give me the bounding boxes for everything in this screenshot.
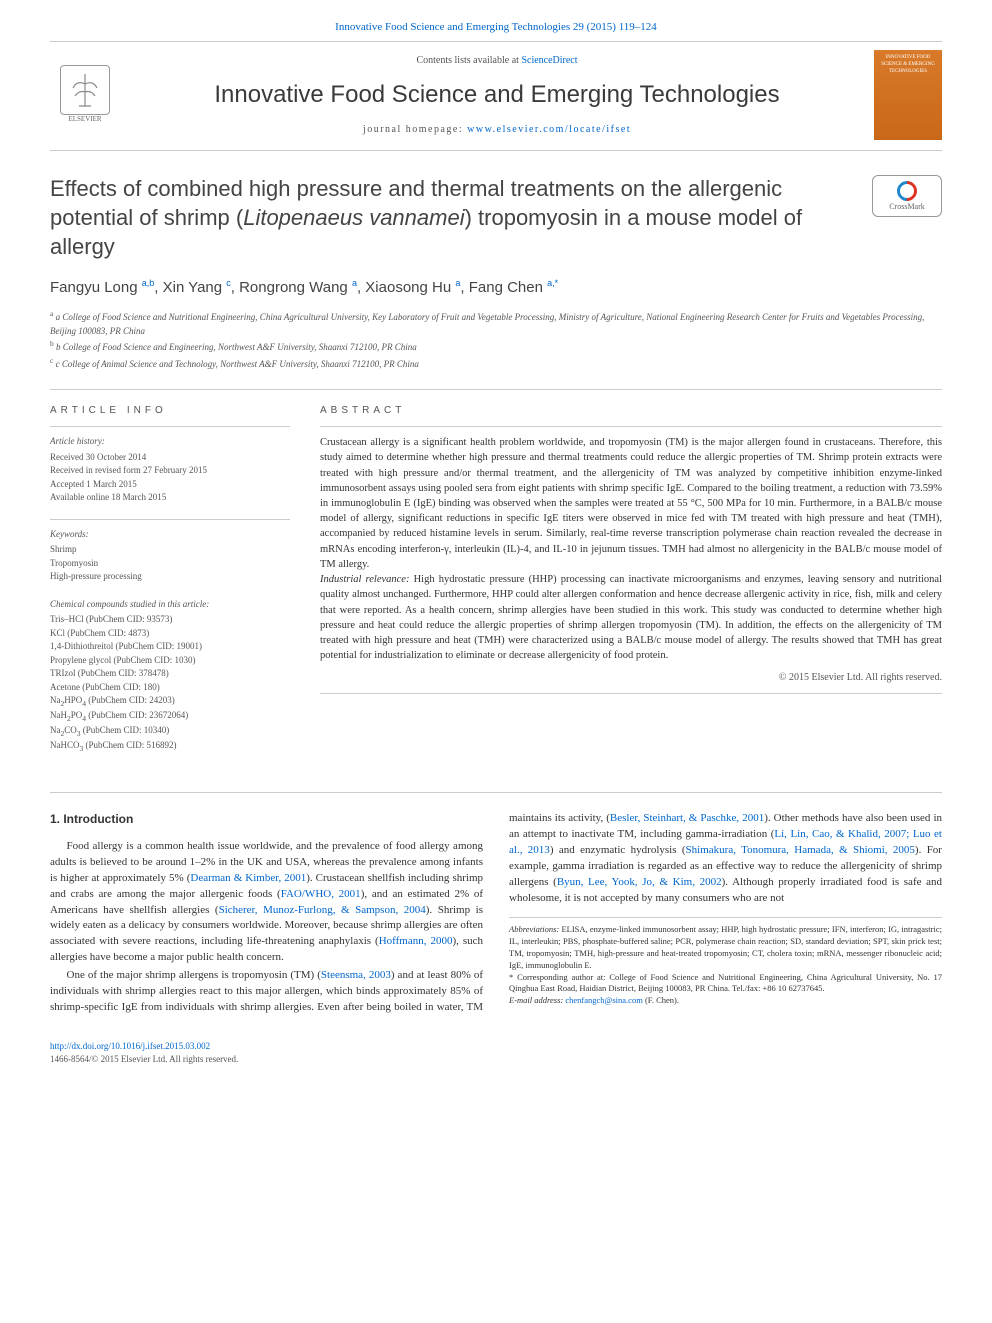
compound-8: NaH2PO4 (PubChem CID: 23672064) xyxy=(50,709,290,724)
journal-citation-link[interactable]: Innovative Food Science and Emerging Tec… xyxy=(335,21,657,33)
ref-steensma[interactable]: Steensma, 2003 xyxy=(321,969,391,981)
contents-lists-line: Contents lists available at ScienceDirec… xyxy=(120,54,874,68)
affiliation-a: a a College of Food Science and Nutritio… xyxy=(50,308,942,338)
corresponding-author: * Corresponding author at: College of Fo… xyxy=(509,972,942,996)
keywords-block: Keywords: Shrimp Tropomyosin High-pressu… xyxy=(50,528,290,584)
keyword-2: Tropomyosin xyxy=(50,557,290,571)
page-footer: http://dx.doi.org/10.1016/j.ifset.2015.0… xyxy=(50,1040,942,1065)
doi-link[interactable]: http://dx.doi.org/10.1016/j.ifset.2015.0… xyxy=(50,1041,210,1051)
compound-3: 1,4-Dithiothreitol (PubChem CID: 19001) xyxy=(50,640,290,654)
abstract-column: abstract Crustacean allergy is a signifi… xyxy=(320,404,942,768)
homepage-prefix: journal homepage: xyxy=(363,124,467,135)
compound-2: KCl (PubChem CID: 4873) xyxy=(50,627,290,641)
title-species: Litopenaeus vannamei xyxy=(243,205,464,230)
authors-line: Fangyu Long a,b, Xin Yang c, Rongrong Wa… xyxy=(50,277,942,298)
article-info-heading: article info xyxy=(50,404,290,418)
sciencedirect-link[interactable]: ScienceDirect xyxy=(521,55,577,66)
ref-hoffmann[interactable]: Hoffmann, 2000 xyxy=(379,935,453,947)
journal-header: ELSEVIER Contents lists available at Sci… xyxy=(50,50,942,151)
intro-para-1: Food allergy is a common health issue wo… xyxy=(50,839,483,967)
history-accepted: Accepted 1 March 2015 xyxy=(50,478,290,492)
article-title: Effects of combined high pressure and th… xyxy=(50,175,856,261)
history-label: Article history: xyxy=(50,435,290,449)
abbreviations: Abbreviations: ELISA, enzyme-linked immu… xyxy=(509,924,942,972)
corresponding-email-link[interactable]: chenfangch@sina.com xyxy=(565,995,642,1005)
keywords-label: Keywords: xyxy=(50,528,290,542)
history-received: Received 30 October 2014 xyxy=(50,451,290,465)
journal-name: Innovative Food Science and Emerging Tec… xyxy=(120,78,874,112)
ref-sicherer[interactable]: Sicherer, Munoz-Furlong, & Sampson, 2004 xyxy=(219,904,426,916)
journal-citation: Innovative Food Science and Emerging Tec… xyxy=(50,20,942,42)
ref-byun[interactable]: Byun, Lee, Yook, Jo, & Kim, 2002 xyxy=(557,876,722,888)
affiliation-b: b b College of Food Science and Engineer… xyxy=(50,338,942,355)
crossmark-badge[interactable]: CrossMark xyxy=(872,175,942,217)
crossmark-label: CrossMark xyxy=(889,201,925,212)
article-info-column: article info Article history: Received 3… xyxy=(50,404,290,768)
ref-fao[interactable]: FAO/WHO, 2001 xyxy=(281,888,361,900)
introduction-heading: 1. Introduction xyxy=(50,811,483,828)
issn-copyright: 1466-8564/© 2015 Elsevier Ltd. All right… xyxy=(50,1054,238,1064)
industrial-relevance-label: Industrial relevance: xyxy=(320,574,409,585)
affiliation-c: c c College of Animal Science and Techno… xyxy=(50,355,942,372)
compound-1: Tris–HCl (PubChem CID: 93573) xyxy=(50,613,290,627)
history-revised: Received in revised form 27 February 201… xyxy=(50,464,290,478)
compound-10: NaHCO3 (PubChem CID: 516892) xyxy=(50,739,290,754)
compound-7: Na2HPO4 (PubChem CID: 24203) xyxy=(50,694,290,709)
compound-4: Propylene glycol (PubChem CID: 1030) xyxy=(50,654,290,668)
ref-besler[interactable]: Besler, Steinhart, & Paschke, 2001 xyxy=(610,812,764,824)
abstract-p1: Crustacean allergy is a significant heal… xyxy=(320,437,942,570)
abstract-p2: High hydrostatic pressure (HHP) processi… xyxy=(320,574,942,661)
contents-prefix: Contents lists available at xyxy=(416,55,521,66)
article-history: Article history: Received 30 October 201… xyxy=(50,435,290,505)
abstract-text: Crustacean allergy is a significant heal… xyxy=(320,435,942,663)
footnotes: Abbreviations: ELISA, enzyme-linked immu… xyxy=(509,917,942,1007)
journal-homepage-link[interactable]: www.elsevier.com/locate/ifset xyxy=(467,124,631,135)
history-online: Available online 18 March 2015 xyxy=(50,491,290,505)
ref-dearman[interactable]: Dearman & Kimber, 2001 xyxy=(190,872,306,884)
ref-shimakura[interactable]: Shimakura, Tonomura, Hamada, & Shiomi, 2… xyxy=(686,844,915,856)
compound-6: Acetone (PubChem CID: 180) xyxy=(50,681,290,695)
elsevier-logo: ELSEVIER xyxy=(50,55,120,135)
journal-homepage-line: journal homepage: www.elsevier.com/locat… xyxy=(120,123,874,137)
compound-5: TRIzol (PubChem CID: 378478) xyxy=(50,667,290,681)
section-divider xyxy=(50,792,942,793)
body-two-column: 1. Introduction Food allergy is a common… xyxy=(50,811,942,1016)
keyword-1: Shrimp xyxy=(50,543,290,557)
compounds-label: Chemical compounds studied in this artic… xyxy=(50,598,290,612)
affiliations: a a College of Food Science and Nutritio… xyxy=(50,308,942,371)
keyword-3: High-pressure processing xyxy=(50,570,290,584)
compound-9: Na2CO3 (PubChem CID: 10340) xyxy=(50,724,290,739)
elsevier-label: ELSEVIER xyxy=(68,115,101,125)
journal-cover-thumb: INNOVATIVE FOOD SCIENCE & EMERGING TECHN… xyxy=(874,50,942,140)
abstract-heading: abstract xyxy=(320,404,942,418)
abstract-copyright: © 2015 Elsevier Ltd. All rights reserved… xyxy=(320,671,942,685)
compounds-block: Chemical compounds studied in this artic… xyxy=(50,598,290,755)
elsevier-tree-icon xyxy=(60,65,110,115)
email-line: E-mail address: chenfangch@sina.com (F. … xyxy=(509,995,942,1007)
